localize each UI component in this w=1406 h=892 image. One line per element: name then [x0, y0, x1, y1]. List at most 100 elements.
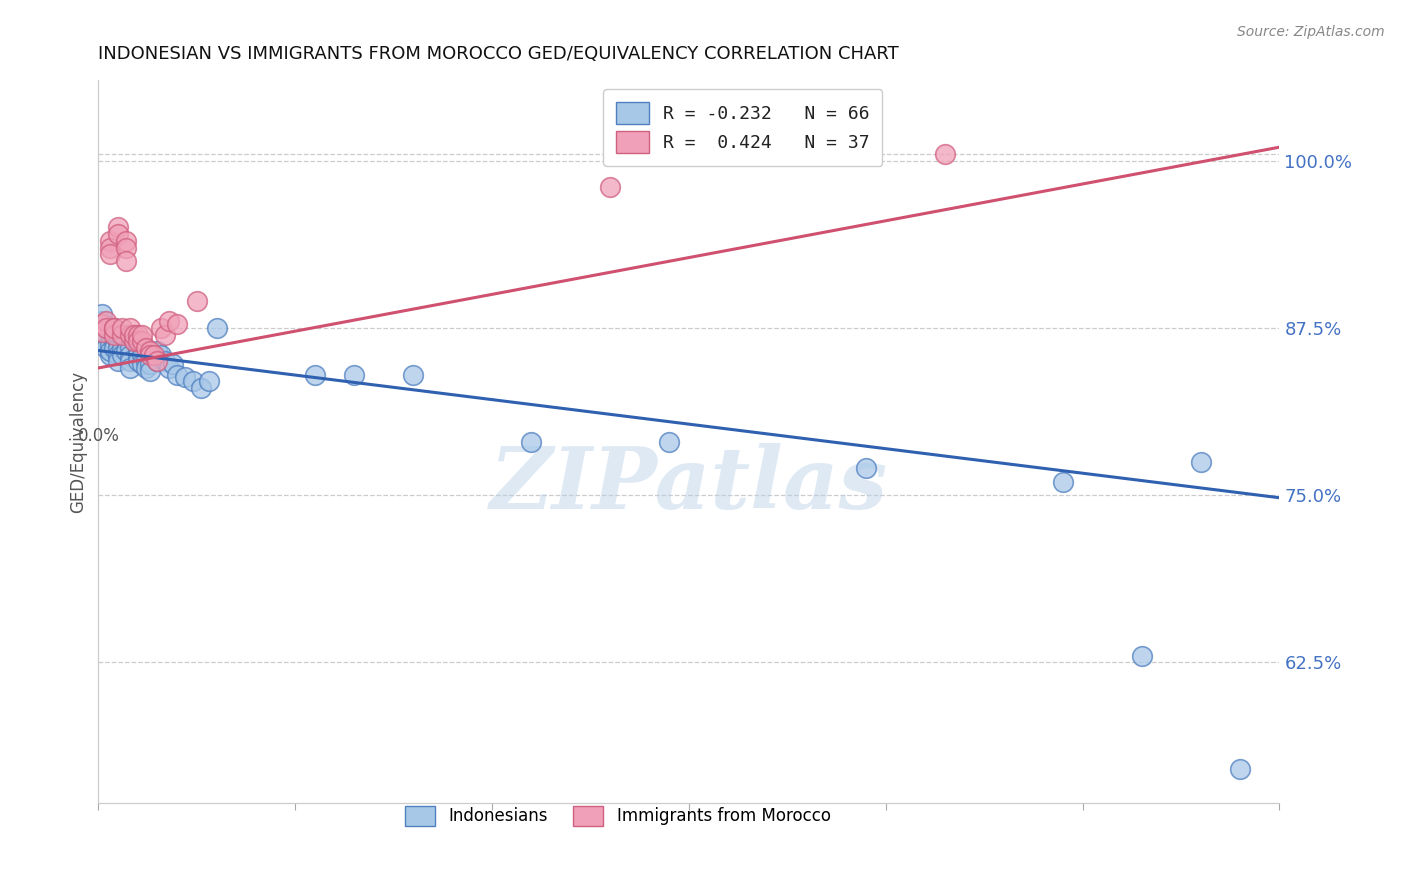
Point: [103, 321, 125, 335]
Point: [520, 434, 543, 449]
Point: [118, 348, 141, 362]
Point: [98, 343, 121, 358]
Legend: Indonesians, Immigrants from Morocco: Indonesians, Immigrants from Morocco: [394, 794, 842, 838]
Point: [107, 227, 129, 242]
Point: [111, 334, 134, 349]
Point: [197, 375, 219, 389]
Point: [96, 321, 118, 335]
Point: [131, 334, 153, 349]
Point: [122, 327, 145, 342]
Point: [118, 361, 141, 376]
Point: [111, 348, 134, 362]
Point: [127, 327, 149, 342]
Point: [115, 327, 138, 342]
Point: [162, 357, 184, 371]
Text: ZIPatlas: ZIPatlas: [489, 443, 889, 526]
Point: [1130, 648, 1153, 663]
Point: [402, 368, 425, 382]
Point: [155, 327, 177, 342]
Point: [150, 348, 173, 362]
Point: [155, 354, 177, 368]
Point: [1189, 455, 1212, 469]
Point: [111, 321, 134, 335]
Point: [103, 334, 125, 349]
Point: [98, 241, 121, 255]
Point: [118, 354, 141, 368]
Point: [103, 321, 125, 335]
Point: [127, 341, 149, 355]
Point: [91, 325, 114, 339]
Point: [131, 348, 153, 362]
Point: [138, 343, 160, 358]
Point: [96, 341, 118, 355]
Point: [111, 341, 134, 355]
Point: [107, 327, 129, 342]
Point: [98, 321, 121, 335]
Point: [98, 247, 121, 261]
Point: [146, 354, 169, 368]
Point: [127, 354, 149, 368]
Point: [103, 327, 125, 342]
Point: [157, 314, 180, 328]
Point: [98, 234, 121, 248]
Point: [127, 348, 149, 362]
Point: [157, 361, 180, 376]
Point: [135, 361, 157, 376]
Point: [658, 434, 681, 449]
Y-axis label: GED/Equivalency: GED/Equivalency: [69, 370, 87, 513]
Point: [107, 220, 129, 235]
Point: [131, 357, 153, 371]
Point: [103, 321, 125, 335]
Point: [91, 317, 114, 331]
Point: [1229, 763, 1251, 777]
Point: [146, 354, 169, 368]
Text: 0.0%: 0.0%: [77, 427, 120, 445]
Point: [146, 343, 169, 358]
Point: [181, 375, 204, 389]
Point: [142, 348, 165, 362]
Point: [115, 254, 138, 268]
Text: INDONESIAN VS IMMIGRANTS FROM MOROCCO GED/EQUIVALENCY CORRELATION CHART: INDONESIAN VS IMMIGRANTS FROM MOROCCO GE…: [98, 45, 900, 63]
Point: [91, 307, 114, 322]
Point: [205, 321, 228, 335]
Point: [138, 364, 160, 378]
Point: [118, 341, 141, 355]
Point: [304, 368, 326, 382]
Point: [107, 341, 129, 355]
Point: [190, 381, 212, 395]
Point: [127, 334, 149, 349]
Point: [111, 327, 134, 342]
Point: [98, 327, 121, 342]
Point: [166, 368, 188, 382]
Text: Source: ZipAtlas.com: Source: ZipAtlas.com: [1237, 25, 1385, 39]
Point: [142, 348, 165, 362]
Point: [91, 314, 114, 328]
Point: [115, 343, 138, 358]
Point: [186, 294, 208, 309]
Point: [166, 317, 188, 331]
Point: [934, 147, 956, 161]
Point: [122, 327, 145, 342]
Point: [98, 338, 121, 352]
Point: [91, 321, 114, 335]
Point: [174, 370, 197, 384]
Point: [135, 341, 157, 355]
Point: [96, 325, 118, 339]
Point: [115, 334, 138, 349]
Point: [115, 241, 138, 255]
Point: [1052, 475, 1074, 489]
Point: [135, 354, 157, 368]
Point: [98, 348, 121, 362]
Point: [96, 334, 118, 349]
Point: [107, 334, 129, 349]
Point: [96, 314, 118, 328]
Point: [118, 321, 141, 335]
Point: [855, 461, 877, 475]
Point: [107, 348, 129, 362]
Point: [131, 327, 153, 342]
Point: [122, 334, 145, 349]
Point: [138, 357, 160, 371]
Point: [103, 327, 125, 342]
Point: [122, 334, 145, 349]
Point: [138, 348, 160, 362]
